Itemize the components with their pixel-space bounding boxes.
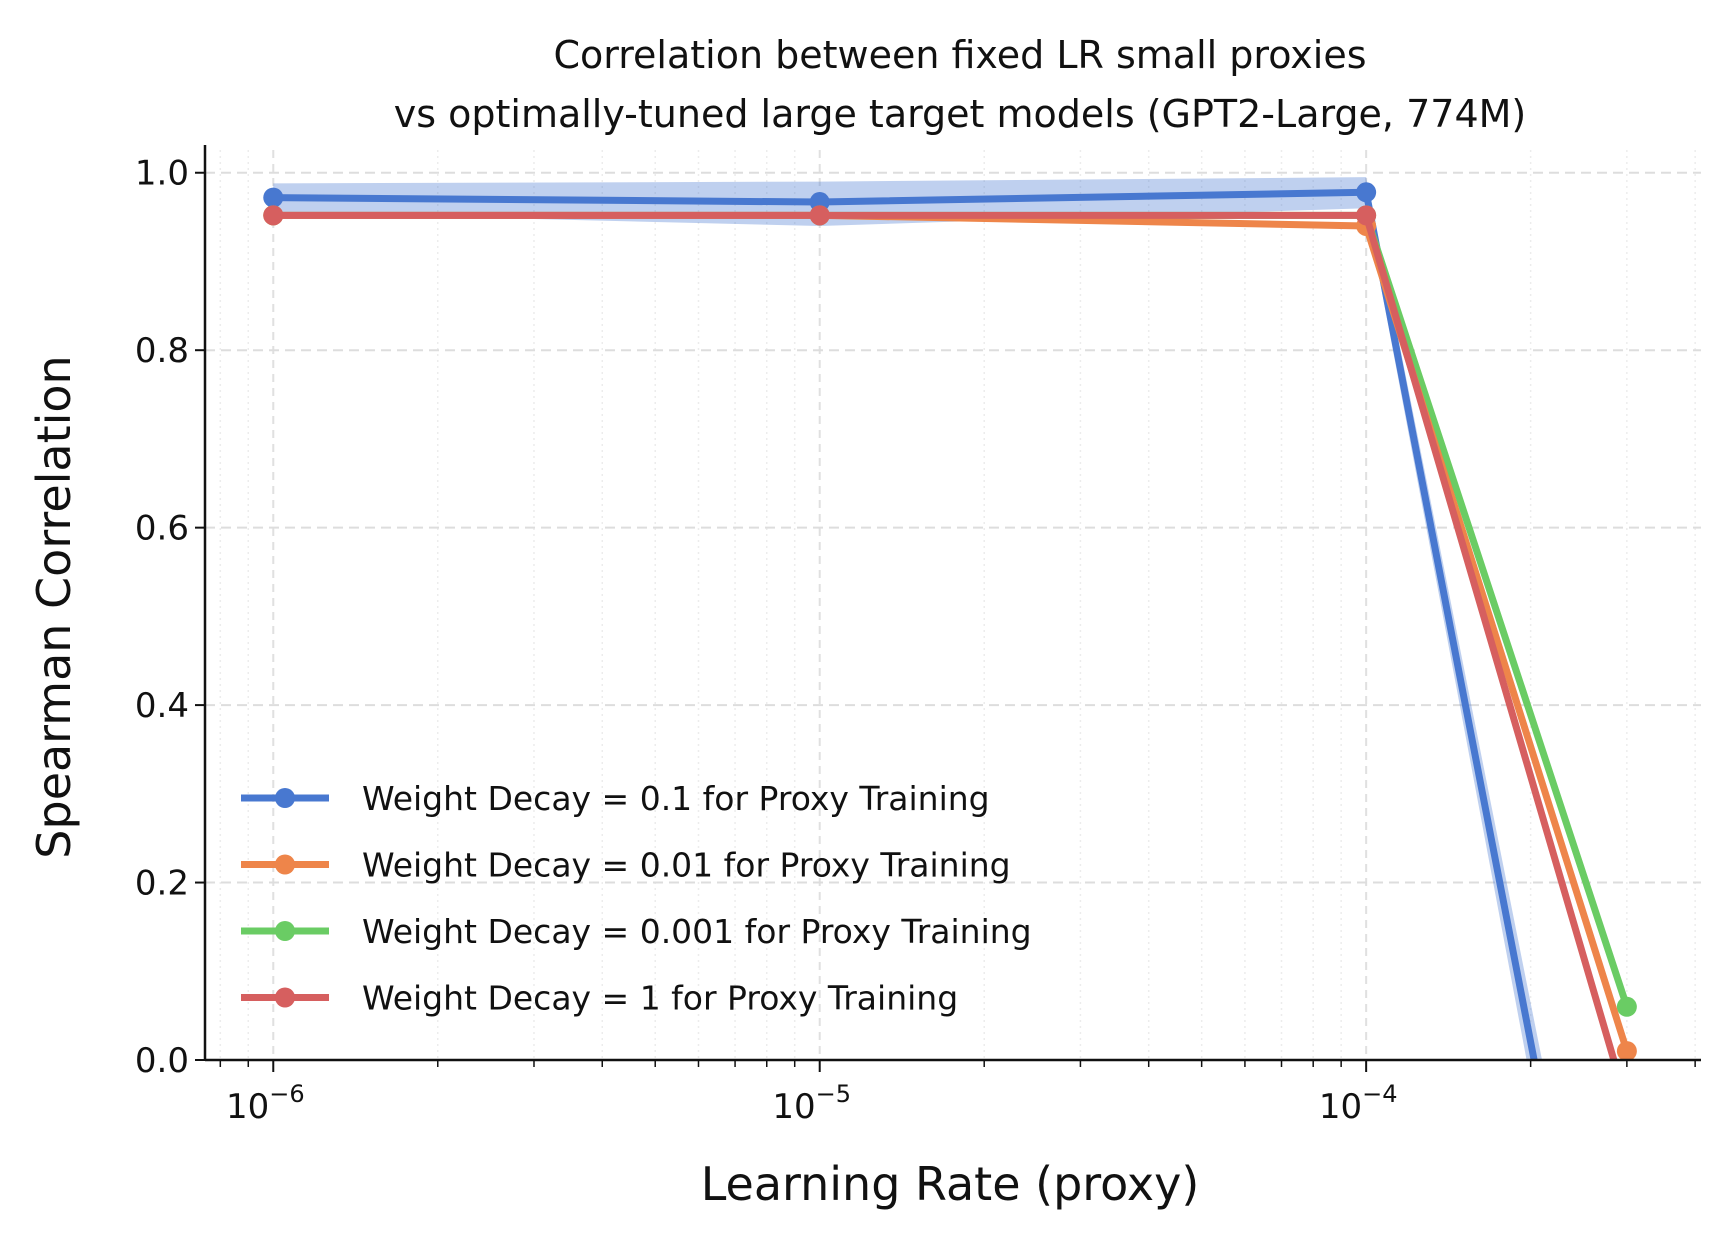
data-point-3-2 [1356, 205, 1377, 226]
x-tick-label: 10−6 [226, 1080, 305, 1127]
axes: 0.0 0.2 0.4 0.6 0.8 1.0 10−6 10−5 10−4 [135, 145, 1701, 1127]
series-line-0 [273, 188, 1538, 1060]
y-tick-label: 1.0 [135, 154, 189, 194]
y-tick-label: 0.2 [135, 864, 189, 904]
legend-entry-label: Weight Decay = 1 for Proxy Training [362, 979, 958, 1018]
y-axis-label: Spearman Correlation [27, 355, 81, 858]
chart-title-line-1: Correlation between fixed LR small proxi… [553, 33, 1366, 77]
legend-swatch-marker [275, 987, 295, 1008]
y-tick-label: 0.6 [135, 509, 189, 549]
legend-entry-label: Weight Decay = 0.01 for Proxy Training [362, 846, 1011, 885]
y-tick-label: 0.8 [135, 331, 189, 371]
x-tick-label: 10−4 [1319, 1080, 1398, 1127]
y-tick-label: 0.4 [135, 686, 189, 726]
data-point-2-3 [1616, 996, 1637, 1017]
data-point-0-2 [1356, 182, 1377, 203]
legend-swatch-marker [275, 854, 295, 875]
legend-entry-label: Weight Decay = 0.1 for Proxy Training [362, 779, 990, 818]
data-point-3-1 [809, 205, 830, 226]
series-lines [263, 182, 1637, 1060]
x-tick-label: 10−5 [772, 1080, 851, 1127]
data-point-0-0 [263, 187, 284, 208]
series-line-2 [273, 211, 1631, 1008]
chart-title-line-2: vs optimally-tuned large target models (… [394, 92, 1527, 136]
x-axis-label: Learning Rate (proxy) [701, 1157, 1200, 1211]
legend-entry-label: Weight Decay = 0.001 for Proxy Training [362, 912, 1032, 951]
data-point-3-0 [263, 205, 284, 226]
legend: Weight Decay = 0.1 for Proxy Training Wei… [241, 779, 1032, 1018]
y-tick-label: 0.0 [135, 1041, 189, 1081]
legend-swatch-marker [275, 788, 295, 808]
legend-swatch-marker [275, 921, 295, 941]
series-line-3 [273, 211, 1618, 1060]
data-point-1-3 [1616, 1041, 1637, 1060]
